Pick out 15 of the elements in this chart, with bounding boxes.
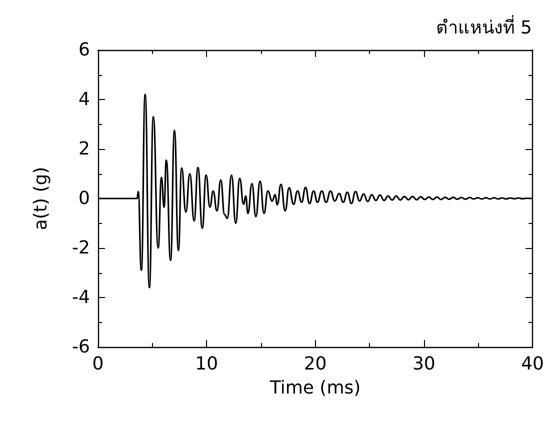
y-tick-label: 0 [78, 188, 90, 209]
x-tick-label: 20 [304, 354, 327, 374]
x-axis-title: Time (ms) [268, 378, 361, 398]
y-tick-label: 4 [78, 89, 90, 110]
y-tick-label: -2 [72, 238, 90, 258]
y-tick-label: -6 [72, 336, 90, 358]
y-tick-label: 2 [78, 138, 90, 160]
y-tick-label: -4 [72, 287, 90, 308]
x-tick-label: 40 [521, 354, 544, 374]
x-tick-label: 0 [92, 354, 104, 374]
x-tick-label: 30 [412, 354, 436, 374]
chart-title: ตำแหน่งที่ 5 [436, 14, 532, 38]
y-axis-title: a(t) (g) [30, 166, 52, 230]
y-tick-label: 6 [78, 40, 90, 60]
x-tick-label: 10 [195, 354, 218, 374]
